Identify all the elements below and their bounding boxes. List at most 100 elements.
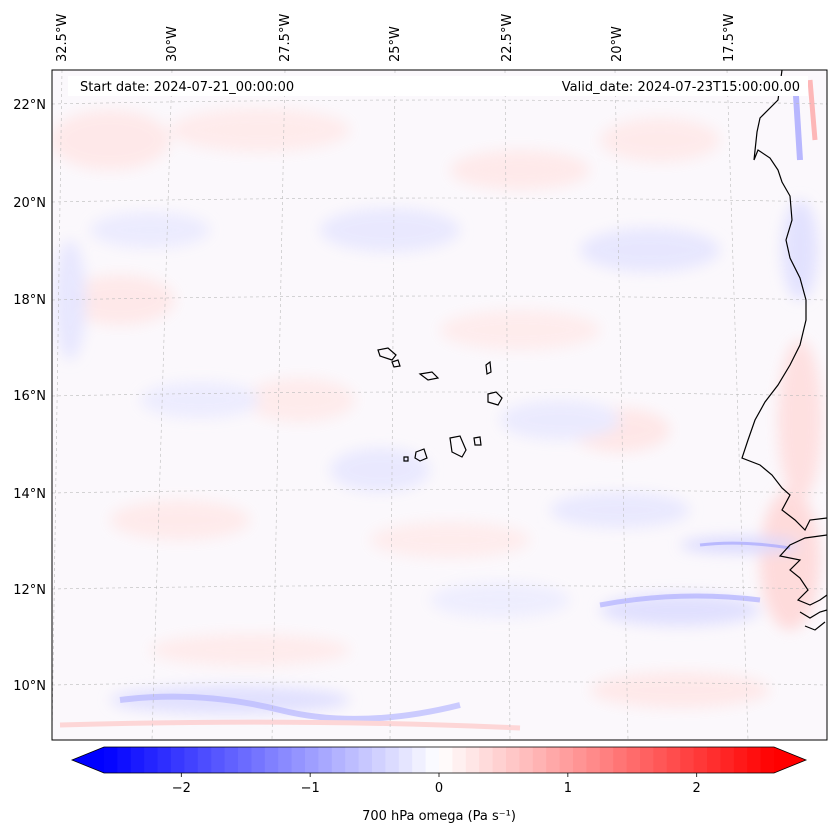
field-patch [600, 118, 720, 162]
cape-verde-island [418, 371, 440, 381]
cape-verde-island [485, 360, 492, 375]
colorbar-segment [693, 747, 708, 773]
colorbar-segments [72, 747, 806, 773]
africa-coastline [799, 609, 827, 631]
latitude-labels: 22°N 20°N 18°N 16°N 14°N 12°N 10°N [13, 98, 46, 694]
lon-label: 25°W [388, 26, 403, 62]
field-band [807, 79, 818, 141]
omega-field [52, 79, 822, 731]
colorbar-tick-label: −2 [172, 781, 191, 796]
colorbar-segment [117, 747, 132, 773]
colorbar-segment [586, 747, 601, 773]
field-patch [90, 212, 210, 248]
colorbar-segment [425, 747, 440, 773]
colorbar-segment [747, 747, 762, 773]
colorbar-extend-min [72, 747, 104, 773]
colorbar-tick-label: 1 [564, 781, 572, 796]
colorbar-segment [559, 747, 574, 773]
colorbar-segment [171, 747, 185, 773]
lon-label: 20°W [610, 26, 625, 62]
parallel-line [52, 585, 827, 590]
colorbar-segment [278, 747, 293, 773]
colorbar-segment [130, 747, 145, 773]
colorbar-label: 700 hPa omega (Pa s⁻¹) [362, 809, 516, 824]
lon-label: 27.5°W [278, 14, 293, 62]
start-date-label: Start date: 2024-07-21_00:00:00 [80, 80, 294, 95]
colorbar-segment [506, 747, 520, 773]
colorbar-segment [680, 747, 695, 773]
field-patch [590, 672, 770, 708]
colorbar-segment [104, 747, 118, 773]
parallel-line [52, 391, 827, 397]
cape-verde-island [391, 359, 401, 368]
field-patch [778, 340, 822, 500]
colorbar-segment [385, 747, 400, 773]
field-patch [782, 200, 818, 300]
colorbar-segment [439, 747, 453, 773]
field-patch [170, 108, 350, 152]
colorbar-segment [532, 747, 547, 773]
field-patch [450, 150, 590, 190]
map-panel: Start date: 2024-07-21_00:00:00 Valid_da… [51, 69, 828, 741]
colorbar-segment [707, 747, 721, 773]
field-patch [580, 228, 720, 272]
cape-verde-island [487, 391, 503, 406]
colorbar-tick-label: 0 [435, 781, 443, 796]
field-band [59, 719, 521, 731]
colorbar-ticks: −2 −1 0 1 2 [172, 773, 701, 796]
colorbar-segment [626, 747, 641, 773]
colorbar-segment [264, 747, 279, 773]
colorbar-segment [452, 747, 467, 773]
colorbar-extend-max [774, 747, 806, 773]
field-patch [330, 448, 430, 492]
lat-label: 18°N [13, 293, 46, 308]
colorbar-segment [720, 747, 735, 773]
colorbar-segment [224, 747, 239, 773]
lat-label: 16°N [13, 389, 46, 404]
colorbar-segment [331, 747, 346, 773]
field-patch [65, 275, 175, 325]
cape-verde-island [403, 456, 409, 462]
lon-label: 22.5°W [500, 14, 515, 62]
lat-label: 22°N [13, 98, 46, 113]
colorbar-segment [546, 747, 561, 773]
field-patch [680, 537, 800, 553]
cape-verde-island [377, 347, 397, 361]
colorbar-segment [157, 747, 172, 773]
lat-label: 12°N [13, 583, 46, 598]
coastline [377, 70, 827, 631]
field-patch [320, 208, 460, 252]
colorbar-segment [519, 747, 534, 773]
colorbar-segment [211, 747, 226, 773]
colorbar-tick-label: 2 [693, 781, 701, 796]
field-patch [600, 594, 760, 626]
field-patch [500, 400, 620, 440]
colorbar-segment [144, 747, 159, 773]
colorbar-segment [238, 747, 252, 773]
meridian-line [614, 70, 629, 740]
map-frame [51, 69, 828, 741]
parallel-line [52, 197, 827, 203]
longitude-labels: 32.5°W 30°W 27.5°W 25°W 22.5°W 20°W 17.5… [55, 14, 737, 62]
field-patch [370, 522, 530, 558]
colorbar-segment [197, 747, 212, 773]
meridian-line [52, 70, 63, 740]
field-patch [110, 500, 250, 540]
colorbar-segment [666, 747, 681, 773]
colorbar: −2 −1 0 1 2 700 hPa omega (Pa s⁻¹) [70, 746, 808, 824]
colorbar-segment [479, 747, 494, 773]
field-patch [52, 110, 170, 170]
colorbar-segment [318, 747, 333, 773]
africa-coastline [778, 534, 827, 606]
colorbar-segment [492, 747, 507, 773]
meridian-line [151, 70, 173, 740]
colorbar-segment [599, 747, 614, 773]
field-band [119, 693, 461, 722]
meridian-line [389, 70, 396, 740]
colorbar-segment [291, 747, 306, 773]
field-patch [245, 378, 355, 422]
valid-date-label: Valid_date: 2024-07-23T15:00:00.00 [562, 80, 800, 95]
colorbar-segment [305, 747, 319, 773]
colorbar-segment [733, 747, 748, 773]
